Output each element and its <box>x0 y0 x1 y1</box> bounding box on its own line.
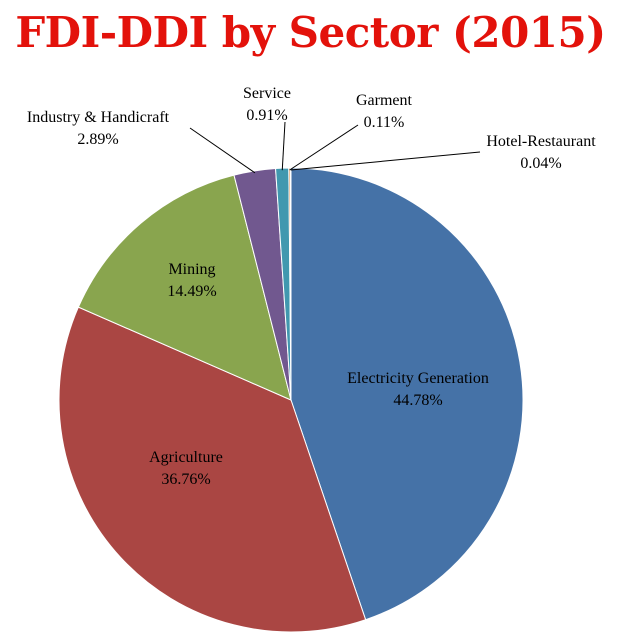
chart-title: FDI-DDI by Sector (2015) <box>15 8 606 57</box>
leader-line-industry-and-handicraft <box>189 127 256 174</box>
slice-label-mining: Mining <box>168 261 215 278</box>
pie-slice-electricity-generation <box>290 167 524 621</box>
slice-label-hotel-restaurant: Hotel-Restaurant <box>486 133 596 150</box>
pie-slice-hotel-restaurant <box>289 167 292 401</box>
slice-value-industry-and-handicraft: 2.89% <box>77 131 118 148</box>
leader-line-service <box>281 121 286 171</box>
slice-label-industry-and-handicraft: Industry & Handicraft <box>27 109 170 126</box>
slice-value-electricity-generation: 44.78% <box>393 392 442 409</box>
pie-slice-agriculture <box>58 306 367 633</box>
slice-value-hotel-restaurant: 0.04% <box>520 155 561 172</box>
leader-line-hotel-restaurant <box>290 151 481 171</box>
slice-value-agriculture: 36.76% <box>161 471 210 488</box>
slice-label-garment: Garment <box>356 92 413 109</box>
slice-label-agriculture: Agriculture <box>149 449 223 466</box>
leader-line-garment <box>289 124 359 171</box>
slice-value-garment: 0.11% <box>364 114 405 131</box>
slice-label-service: Service <box>243 85 291 102</box>
slice-value-service: 0.91% <box>246 107 287 124</box>
slice-value-mining: 14.49% <box>167 283 216 300</box>
pie-slice-mining <box>77 174 292 401</box>
slice-label-electricity-generation: Electricity Generation <box>347 370 489 387</box>
